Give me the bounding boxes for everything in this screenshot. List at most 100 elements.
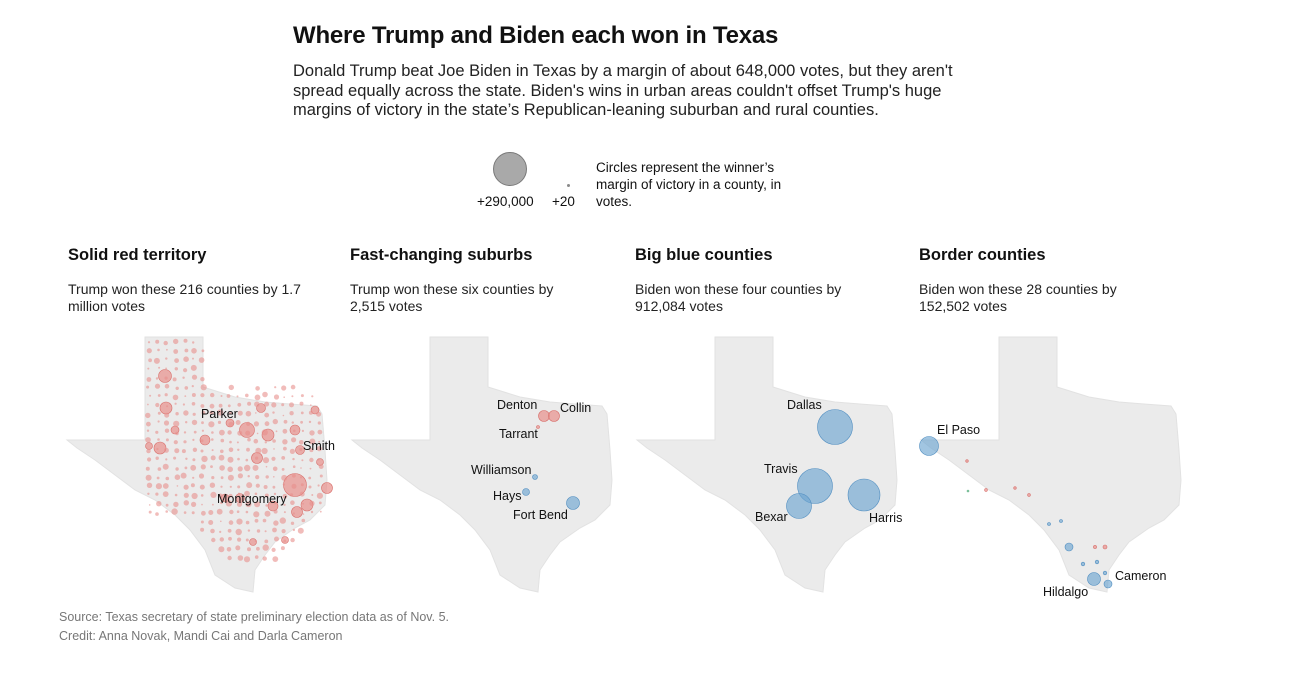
county-circle <box>157 467 162 471</box>
county-circle <box>265 465 268 468</box>
county-circle <box>317 484 320 487</box>
county-circle <box>210 465 213 468</box>
county-circle <box>174 493 178 497</box>
county-circle <box>300 483 304 487</box>
county-circle <box>273 492 277 496</box>
county-circle <box>311 395 314 398</box>
county-circle <box>282 414 285 417</box>
county-circle <box>226 547 232 552</box>
county-circle <box>255 483 260 488</box>
county-circle <box>247 529 251 532</box>
label-denton: Denton <box>497 398 537 412</box>
county-circle <box>282 428 288 434</box>
county-circle <box>200 439 204 443</box>
county-circle <box>227 456 234 463</box>
county-circle <box>281 456 286 460</box>
county-circle <box>317 429 323 435</box>
county-circle <box>166 348 168 351</box>
county-circle <box>289 411 294 416</box>
county-circle <box>157 438 160 441</box>
county-circle <box>316 446 322 452</box>
county-circle <box>219 465 225 471</box>
panel-subtitle: Trump won these 216 counties by 1.7 mill… <box>68 281 301 314</box>
county-circle <box>173 349 179 354</box>
county-circle <box>173 420 180 427</box>
county-circle <box>247 437 251 442</box>
county-circle <box>262 556 267 561</box>
county-circle <box>297 527 304 534</box>
county-circle <box>245 410 252 417</box>
county-circle <box>254 518 259 523</box>
panel-suburbs-header: Fast-changing suburbs Trump won these si… <box>350 246 620 315</box>
county-circle <box>236 510 240 513</box>
county-circle <box>229 485 232 488</box>
county-circle <box>146 385 150 389</box>
county-circle <box>220 520 222 523</box>
county-circle <box>227 430 232 435</box>
county-circle <box>1080 561 1086 567</box>
county-circle <box>245 520 250 525</box>
county-circle <box>200 377 205 382</box>
county-circle <box>245 458 249 462</box>
county-circle <box>245 501 252 508</box>
county-circle <box>145 442 153 450</box>
county-circle <box>264 510 271 517</box>
county-circle <box>200 393 205 398</box>
county-circle <box>157 394 161 397</box>
county-circle <box>281 529 286 534</box>
county-circle <box>155 339 160 344</box>
county-circle <box>175 431 179 436</box>
county-circle <box>272 439 276 443</box>
county-circle <box>264 530 267 533</box>
county-circle <box>272 527 277 533</box>
texas-outline <box>350 336 613 593</box>
county-circle <box>146 348 152 354</box>
panel-big-blue-header: Big blue counties Biden won these four c… <box>635 246 905 315</box>
county-circle <box>253 511 260 518</box>
legend-note: Circles represent the winner’s margin of… <box>596 160 782 209</box>
label-collin: Collin <box>560 401 591 415</box>
county-circle <box>217 409 224 416</box>
county-circle <box>191 492 198 500</box>
label-hildalgo: Hildalgo <box>1043 585 1088 599</box>
credit-text: Credit: Anna Novak, Mandi Cai and Darla … <box>59 629 343 643</box>
county-circle <box>145 466 150 471</box>
county-circle <box>255 412 257 414</box>
panel-title: Solid red territory <box>68 246 207 264</box>
county-circle <box>209 482 216 488</box>
county-circle <box>255 447 262 454</box>
county-circle <box>208 520 214 525</box>
county-circle <box>216 508 223 515</box>
county-circle-travis <box>797 468 833 504</box>
county-circle <box>199 484 205 490</box>
legend-large-circle <box>493 152 527 186</box>
county-circle <box>174 474 181 480</box>
label-parker: Parker <box>201 407 238 421</box>
county-circle <box>279 517 286 524</box>
county-circle <box>192 412 196 416</box>
county-circle <box>283 539 287 543</box>
county-circle <box>219 537 224 542</box>
county-circle <box>220 395 223 397</box>
county-circle <box>211 449 214 452</box>
county-circle <box>147 457 152 462</box>
trump-circles-small <box>145 338 324 563</box>
county-circle <box>155 456 159 460</box>
county-circle <box>290 521 295 525</box>
county-circle <box>256 432 259 435</box>
county-circle <box>185 421 188 424</box>
county-circle <box>227 404 231 408</box>
county-circle-hidalgo <box>1087 572 1101 586</box>
county-circle <box>200 404 205 408</box>
county-circle <box>237 537 242 542</box>
county-circle <box>182 376 185 379</box>
label-bexar: Bexar <box>755 510 788 524</box>
county-circle <box>1064 542 1074 552</box>
county-circle <box>301 429 304 432</box>
county-circle <box>211 537 216 543</box>
county-circle <box>244 464 251 472</box>
county-circle <box>218 493 223 498</box>
county-circle <box>264 441 267 444</box>
county-circle <box>175 412 179 416</box>
county-circle <box>309 430 315 436</box>
